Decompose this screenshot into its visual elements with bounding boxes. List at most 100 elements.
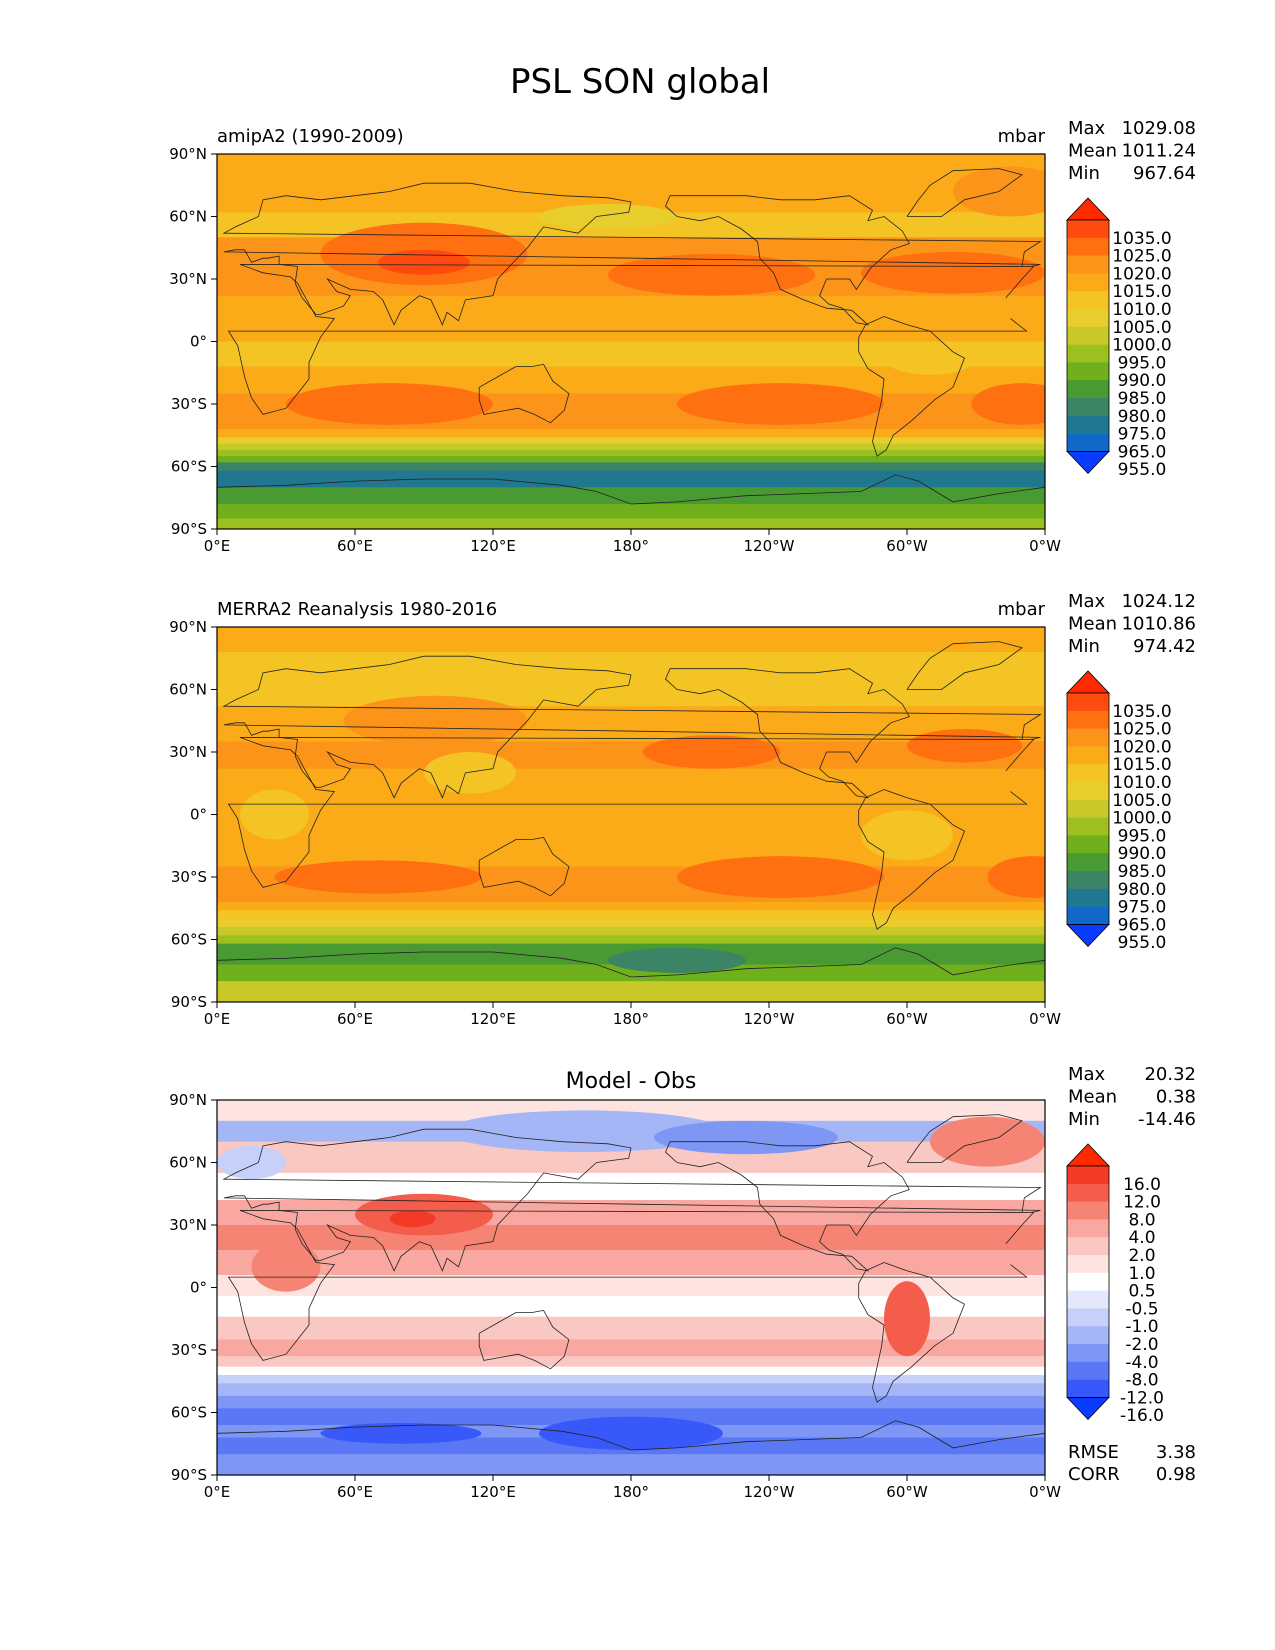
- y-tick-label: 90°N: [169, 145, 207, 163]
- map-axes: 0°E 60°E 120°E 180° 120°W 60°W 0°W 90°N 60°N 30°N…: [169, 1091, 1061, 1501]
- colorbar-tick-label: 1025.0: [1112, 720, 1171, 740]
- field-anomaly: [389, 1210, 436, 1228]
- x-tick-label: 0°E: [204, 1483, 231, 1501]
- stat-value: 20.32: [1144, 1064, 1196, 1085]
- coastline-northamerica: [665, 195, 910, 326]
- stat-value: 967.64: [1133, 163, 1196, 184]
- colorbar-bin: [1067, 728, 1109, 747]
- colorbar-bin: [1067, 1272, 1109, 1291]
- coastline-africa: [227, 737, 1035, 888]
- stat-label: Max: [1068, 118, 1106, 139]
- coastline-australia: [478, 363, 570, 424]
- colorbar-bin: [1067, 362, 1109, 381]
- colorbar-tick-label: 965.0: [1118, 442, 1167, 462]
- field-band: [217, 1225, 1045, 1251]
- field-anomaly: [447, 1110, 723, 1153]
- error-stat-value: 0.98: [1156, 1464, 1196, 1485]
- colorbar-bin: [1067, 888, 1109, 907]
- field-band: [217, 1275, 1045, 1297]
- colorbar-bin: [1067, 1308, 1109, 1327]
- colorbar-tick-label: -4.0: [1125, 1353, 1158, 1373]
- field-band: [217, 437, 1045, 445]
- colorbar-tick-label: -1.0: [1125, 1317, 1158, 1337]
- error-stats-block: RMSE 3.38 CORR 0.98: [1068, 1442, 1196, 1485]
- x-tick-label: 120°W: [744, 537, 795, 555]
- colorbar-tick-label: -0.5: [1125, 1299, 1158, 1319]
- stat-label: Min: [1068, 1109, 1100, 1130]
- x-tick-label: 0°W: [1029, 537, 1061, 555]
- colorbar-tick-label: 1020.0: [1112, 264, 1171, 284]
- colorbar-bin: [1067, 415, 1109, 434]
- x-tick-label: 120°E: [470, 1010, 516, 1028]
- colorbar-bin: [1067, 746, 1109, 765]
- colorbar-bin: [1067, 1344, 1109, 1363]
- coastline-africa: [227, 1210, 1035, 1361]
- field-anomaly: [240, 789, 309, 840]
- coastline-greenland: [906, 641, 1023, 690]
- field-band: [217, 443, 1045, 451]
- y-tick-label: 90°N: [169, 1091, 207, 1109]
- y-tick-label: 30°S: [171, 1341, 207, 1359]
- coastline-southamerica: [858, 316, 966, 457]
- field-anomaly: [953, 166, 1045, 217]
- colorbar-bin: [1067, 237, 1109, 256]
- y-tick-label: 30°S: [171, 868, 207, 886]
- coastline-greenland: [906, 1114, 1023, 1163]
- map-axes: 0°E 60°E 120°E 180° 120°W 60°W 0°W 90°N 60°N 30°N…: [169, 145, 1061, 555]
- stats-block: Max 20.32 Mean 0.38 Min -14.46: [1068, 1064, 1196, 1130]
- field-anomaly: [987, 856, 1045, 898]
- y-tick-label: 30°N: [169, 270, 207, 288]
- field-band: [217, 449, 1045, 457]
- figure-title: PSL SON global: [510, 62, 770, 102]
- field-band: [217, 910, 1045, 920]
- stat-label: Min: [1068, 163, 1100, 184]
- field-anomaly: [654, 1120, 838, 1155]
- colorbar-bin: [1067, 291, 1109, 310]
- map-field: [217, 1100, 1045, 1475]
- colorbar-bin: [1067, 817, 1109, 836]
- coastline-australia: [478, 1309, 570, 1370]
- colorbar: 16.012.08.04.02.01.00.5-0.5-1.0-2.0-4.0-…: [1066, 1143, 1164, 1426]
- x-tick-label: 120°W: [744, 1483, 795, 1501]
- stat-value: -14.46: [1138, 1109, 1196, 1130]
- field-band: [217, 487, 1045, 505]
- x-tick-label: 0°E: [204, 1010, 231, 1028]
- colorbar-bin: [1067, 1219, 1109, 1238]
- colorbar-bin: [1067, 309, 1109, 328]
- field-band: [217, 902, 1045, 911]
- field-band: [217, 1356, 1045, 1368]
- y-tick-label: 30°N: [169, 1216, 207, 1234]
- field-anomaly: [608, 947, 746, 973]
- field-anomaly: [642, 735, 781, 769]
- x-tick-label: 120°W: [744, 1010, 795, 1028]
- colorbar-frame: [1066, 1165, 1110, 1398]
- y-tick-label: 0°: [190, 333, 207, 351]
- x-tick-label: 0°W: [1029, 1483, 1061, 1501]
- colorbar-tick-label: 1.0: [1128, 1264, 1155, 1284]
- colorbar-tick-label: -2.0: [1125, 1335, 1158, 1355]
- colorbar-tick-label: 985.0: [1118, 862, 1167, 882]
- colorbar-bin: [1067, 853, 1109, 872]
- y-tick-label: 60°N: [169, 208, 207, 226]
- x-tick-label: 180°: [613, 1010, 649, 1028]
- coastlines: [217, 641, 1045, 1002]
- coastline-southamerica: [858, 1262, 966, 1403]
- field-band: [217, 1339, 1045, 1357]
- colorbar-bin: [1067, 1255, 1109, 1274]
- x-tick-label: 180°: [613, 1483, 649, 1501]
- y-tick-label: 90°S: [171, 993, 207, 1011]
- coastline-australia: [478, 836, 570, 897]
- colorbar-tick-label: 1035.0: [1112, 229, 1171, 249]
- stat-label: Max: [1068, 591, 1106, 612]
- error-stat-value: 3.38: [1156, 1442, 1196, 1463]
- colorbar-tick-label: 985.0: [1118, 389, 1167, 409]
- colorbar-tick-label: 990.0: [1118, 371, 1167, 391]
- colorbar-bin: [1067, 835, 1109, 854]
- x-tick-label: 120°E: [470, 1483, 516, 1501]
- colorbar-bin: [1067, 1361, 1109, 1380]
- panel-obs: MERRA2 Reanalysis 1980-2016 mbar 0°E 60°E…: [169, 591, 1196, 1028]
- colorbar-bin: [1067, 398, 1109, 417]
- colorbar-bin: [1067, 1183, 1109, 1202]
- colorbar-tick-label: 16.0: [1123, 1175, 1161, 1195]
